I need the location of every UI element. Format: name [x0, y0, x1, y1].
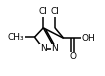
Text: CH₃: CH₃	[8, 33, 25, 42]
Text: Cl: Cl	[39, 7, 48, 16]
Text: O: O	[69, 52, 76, 61]
Text: N: N	[40, 44, 47, 53]
Text: N: N	[52, 44, 58, 53]
Text: OH: OH	[81, 34, 95, 43]
Text: Cl: Cl	[51, 7, 59, 16]
